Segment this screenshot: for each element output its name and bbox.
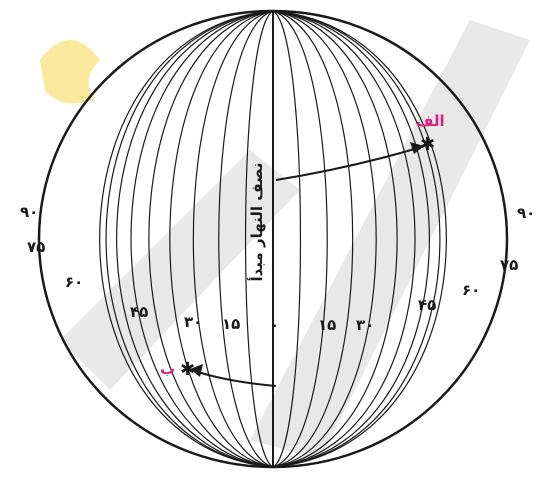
label-left-30: ۳۰ <box>184 313 202 331</box>
label-zero: ۰ <box>270 316 279 334</box>
label-left-45: ۴۵ <box>130 303 148 321</box>
meridian-curve <box>272 10 377 468</box>
label-right-45: ۴۵ <box>418 296 436 314</box>
meridian-curve <box>218 10 274 468</box>
left-degree-labels: ۹۰ ۷۵ ۶۰ ۴۵ ۳۰ ۱۵ ۰ <box>20 203 279 334</box>
meridian-curve <box>192 10 274 468</box>
right-degree-labels: ۱۵ ۳۰ ۴۵ ۶۰ ۷۵ ۹۰ <box>318 204 535 334</box>
meridian-curve <box>272 10 447 468</box>
point-b-label: ب <box>160 360 175 378</box>
prime-meridian-label: نصف النهار مبدأ <box>247 162 266 281</box>
meridian-curve <box>148 10 274 468</box>
meridian-curve <box>272 10 354 468</box>
label-right-60: ۶۰ <box>462 281 480 299</box>
watermark-stripe-right <box>250 20 530 460</box>
meridian-curve <box>272 10 302 468</box>
meridian-curve <box>99 10 274 468</box>
meridian-curve <box>169 10 274 468</box>
meridian-curve <box>272 10 416 468</box>
point-a-star-icon: ✱ <box>420 134 435 155</box>
meridian-curve <box>105 10 274 468</box>
meridian-curve <box>244 10 274 468</box>
arrowhead-a <box>410 142 424 154</box>
meridian-curve <box>130 10 274 468</box>
meridian-curve <box>272 10 441 468</box>
meridian-curve <box>272 10 398 468</box>
meridian-lines <box>99 10 447 468</box>
meridian-curve <box>272 10 430 468</box>
arrow-to-point-b <box>197 371 277 387</box>
label-right-75: ۷۵ <box>500 256 518 274</box>
arrowhead-b <box>190 364 203 377</box>
point-b-star-icon: ✱ <box>180 359 195 380</box>
label-left-75: ۷۵ <box>27 238 45 256</box>
point-a-label: الف <box>416 112 445 130</box>
label-left-90: ۹۰ <box>20 203 38 221</box>
label-right-30: ۳۰ <box>356 316 374 334</box>
label-left-15: ۱۵ <box>222 315 240 333</box>
meridian-curve <box>116 10 274 468</box>
label-left-60: ۶۰ <box>65 273 83 291</box>
label-right-15: ۱۵ <box>318 316 336 334</box>
watermark <box>40 20 530 460</box>
label-right-90: ۹۰ <box>517 204 535 222</box>
meridian-curve <box>272 10 328 468</box>
watermark-logo <box>40 40 100 104</box>
arrow-to-point-a <box>275 147 419 181</box>
